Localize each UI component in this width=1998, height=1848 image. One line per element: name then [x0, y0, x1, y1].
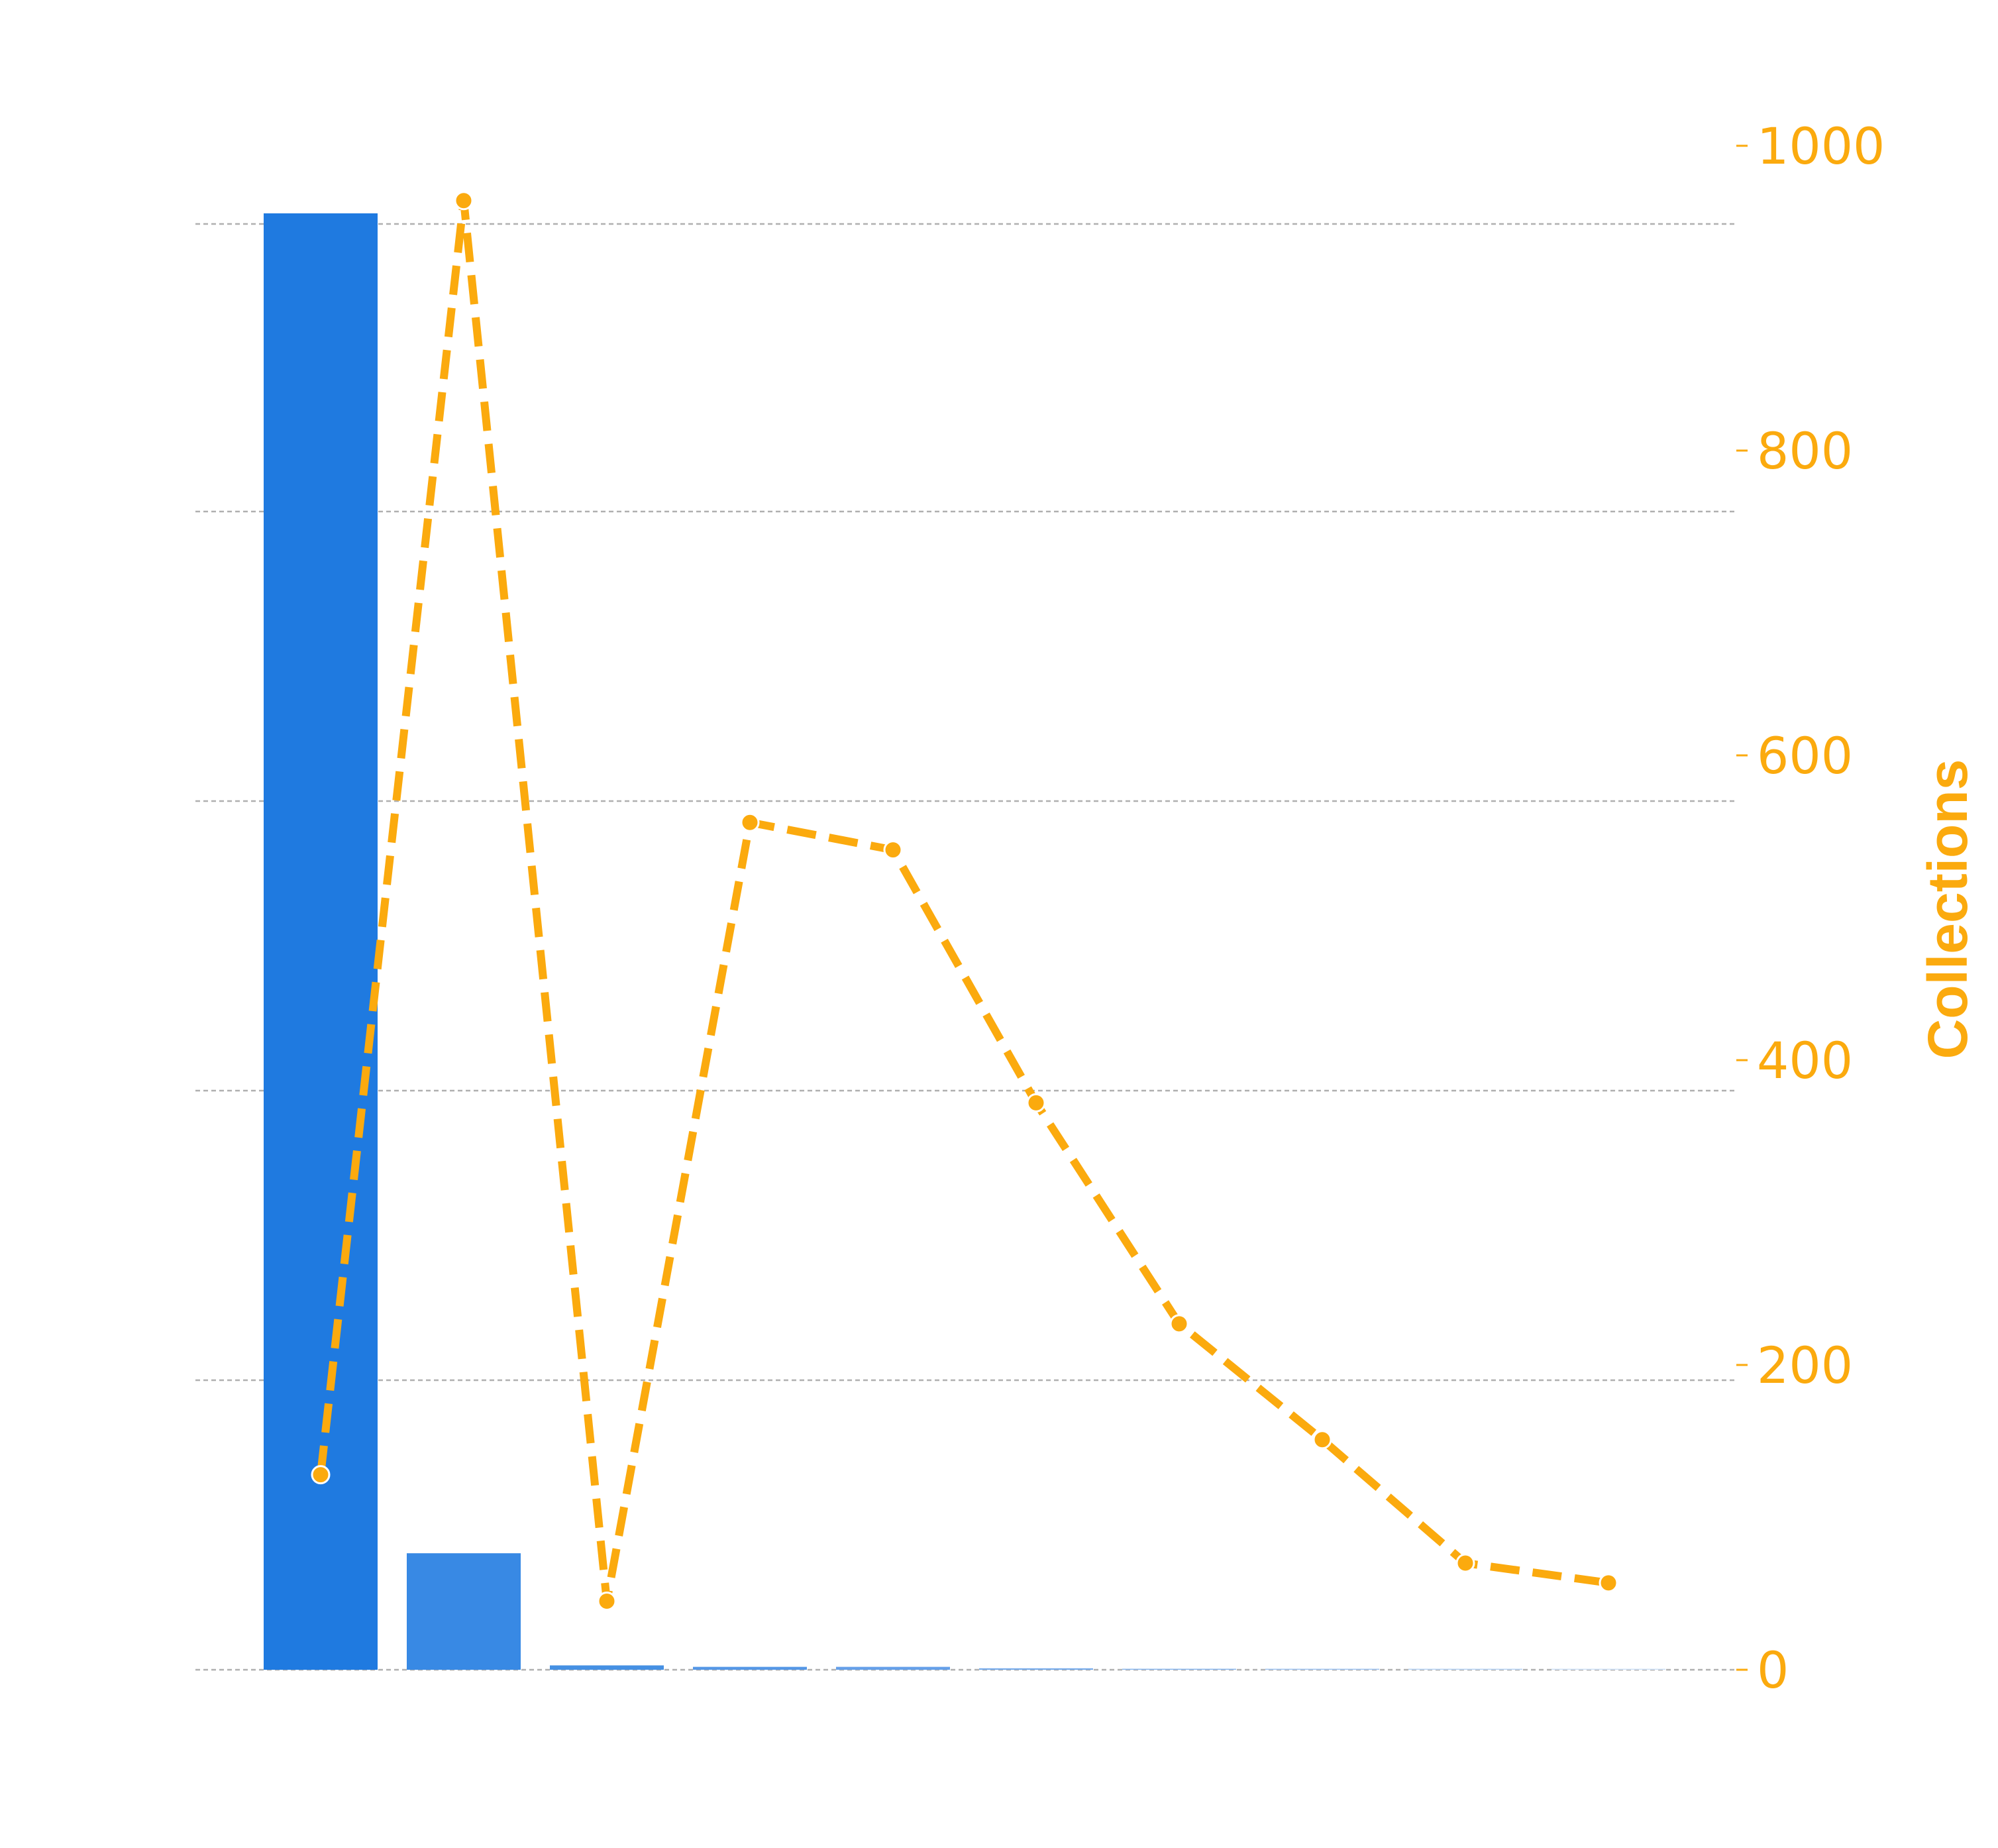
right-axis-tick-label: 200 — [1757, 1336, 1853, 1395]
bar — [693, 1666, 807, 1670]
line-point — [1026, 1093, 1046, 1113]
right-axis: 0 200 400 600 800 1000 — [1736, 117, 1885, 1700]
bar — [407, 1553, 521, 1670]
line-point — [1169, 1314, 1189, 1334]
right-axis-title: Collections — [1917, 759, 1979, 1060]
right-axis-tick-label: 0 — [1757, 1641, 1789, 1700]
bar — [1408, 1668, 1522, 1670]
line-point — [454, 191, 474, 211]
bar — [1551, 1668, 1665, 1670]
line-point — [597, 1592, 617, 1611]
right-axis-tick-label: 600 — [1757, 726, 1853, 785]
line-point — [740, 812, 760, 832]
bar — [1265, 1668, 1379, 1670]
bar — [979, 1668, 1093, 1670]
right-axis-tick-label: 800 — [1757, 421, 1853, 480]
gridlines — [195, 223, 1736, 1671]
line-point — [1312, 1430, 1332, 1450]
line-point — [311, 1465, 331, 1485]
line-point — [1599, 1573, 1618, 1593]
bar — [550, 1665, 664, 1670]
line-series — [311, 191, 1618, 1611]
right-axis-tick-label: 400 — [1757, 1031, 1853, 1090]
bar — [264, 213, 378, 1670]
line-point — [883, 840, 903, 860]
line-point — [1455, 1553, 1475, 1573]
bar — [836, 1666, 950, 1670]
line-path — [317, 196, 1609, 1605]
bar-series — [264, 213, 1665, 1670]
right-axis-tick-label: 1000 — [1757, 117, 1885, 176]
bar — [1122, 1668, 1236, 1670]
